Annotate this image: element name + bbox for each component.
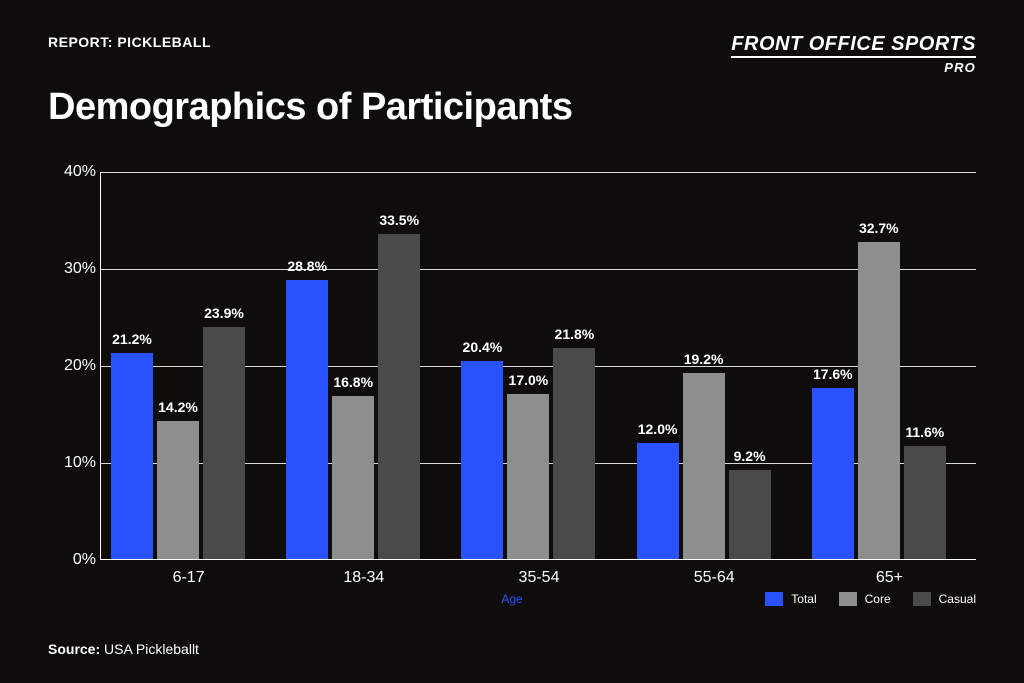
bar: 21.2%: [111, 353, 153, 559]
legend-item: Total: [765, 592, 816, 606]
bar-value-label: 20.4%: [432, 339, 532, 355]
bar-value-label: 11.6%: [875, 424, 975, 440]
bar-value-label: 21.2%: [82, 331, 182, 347]
chart-legend: Total Core Casual: [765, 592, 976, 606]
bar: 9.2%: [729, 470, 771, 559]
y-axis-tick: 40%: [48, 163, 96, 181]
x-axis-tick: 6-17: [173, 569, 205, 587]
bar: 17.6%: [812, 388, 854, 559]
brand-name: FRONT OFFICE SPORTS: [731, 34, 976, 54]
source-value: USA Pickleballt: [104, 641, 199, 657]
report-label: REPORT: PICKLEBALL: [48, 34, 211, 50]
legend-item: Casual: [913, 592, 976, 606]
source-line: Source: USA Pickleballt: [48, 641, 199, 657]
bar: 32.7%: [858, 242, 900, 559]
brand-subtitle: PRO: [944, 60, 976, 75]
brand-logo: FRONT OFFICE SPORTS PRO: [731, 34, 976, 77]
legend-item: Core: [839, 592, 891, 606]
legend-swatch: [765, 592, 783, 606]
bar-value-label: 21.8%: [524, 326, 624, 342]
bar: 17.0%: [507, 394, 549, 559]
bar: 20.4%: [461, 361, 503, 559]
bar-value-label: 23.9%: [174, 305, 274, 321]
bar: 19.2%: [683, 373, 725, 559]
chart-title: Demographics of Participants: [48, 86, 572, 129]
bar: 11.6%: [904, 446, 946, 559]
bar: 28.8%: [286, 280, 328, 559]
y-axis-tick: 10%: [48, 454, 96, 472]
header: REPORT: PICKLEBALL FRONT OFFICE SPORTS P…: [48, 34, 976, 77]
bar-value-label: 9.2%: [700, 448, 800, 464]
y-axis-tick: 0%: [48, 551, 96, 569]
demographics-bar-chart: 6-1721.2%14.2%23.9%18-3428.8%16.8%33.5%3…: [48, 160, 976, 590]
chart-plot-area: 6-1721.2%14.2%23.9%18-3428.8%16.8%33.5%3…: [100, 172, 976, 560]
x-axis-tick: 65+: [876, 569, 903, 587]
legend-label: Total: [791, 592, 816, 606]
x-axis-tick: 18-34: [343, 569, 384, 587]
legend-swatch: [839, 592, 857, 606]
bar-value-label: 19.2%: [654, 351, 754, 367]
legend-label: Core: [865, 592, 891, 606]
source-label: Source:: [48, 641, 100, 657]
bar-value-label: 33.5%: [349, 212, 449, 228]
x-axis-tick: 55-64: [694, 569, 735, 587]
x-axis-tick: 35-54: [519, 569, 560, 587]
bar: 16.8%: [332, 396, 374, 559]
bar-value-label: 28.8%: [257, 258, 357, 274]
legend-swatch: [913, 592, 931, 606]
bar: 23.9%: [203, 327, 245, 559]
x-axis-title: Age: [501, 592, 522, 606]
grid-line: [101, 269, 976, 270]
grid-line: [101, 172, 976, 173]
bar: 12.0%: [637, 443, 679, 559]
legend-label: Casual: [939, 592, 976, 606]
bar: 33.5%: [378, 234, 420, 559]
y-axis-tick: 30%: [48, 260, 96, 278]
bar: 14.2%: [157, 421, 199, 559]
bar: 21.8%: [553, 348, 595, 559]
y-axis-tick: 20%: [48, 357, 96, 375]
bar-value-label: 32.7%: [829, 220, 929, 236]
